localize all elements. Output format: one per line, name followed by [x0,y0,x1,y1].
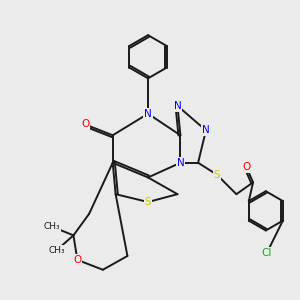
Text: CH₃: CH₃ [48,246,65,255]
Text: N: N [144,109,152,119]
Text: O: O [242,162,250,172]
Text: O: O [81,119,89,130]
Text: S: S [145,197,151,207]
Text: Cl: Cl [262,248,272,258]
Text: N: N [202,125,210,135]
Text: CH₃: CH₃ [44,222,60,231]
Text: N: N [177,158,184,168]
Text: N: N [174,101,182,111]
Text: S: S [213,169,220,179]
Text: O: O [73,255,82,265]
